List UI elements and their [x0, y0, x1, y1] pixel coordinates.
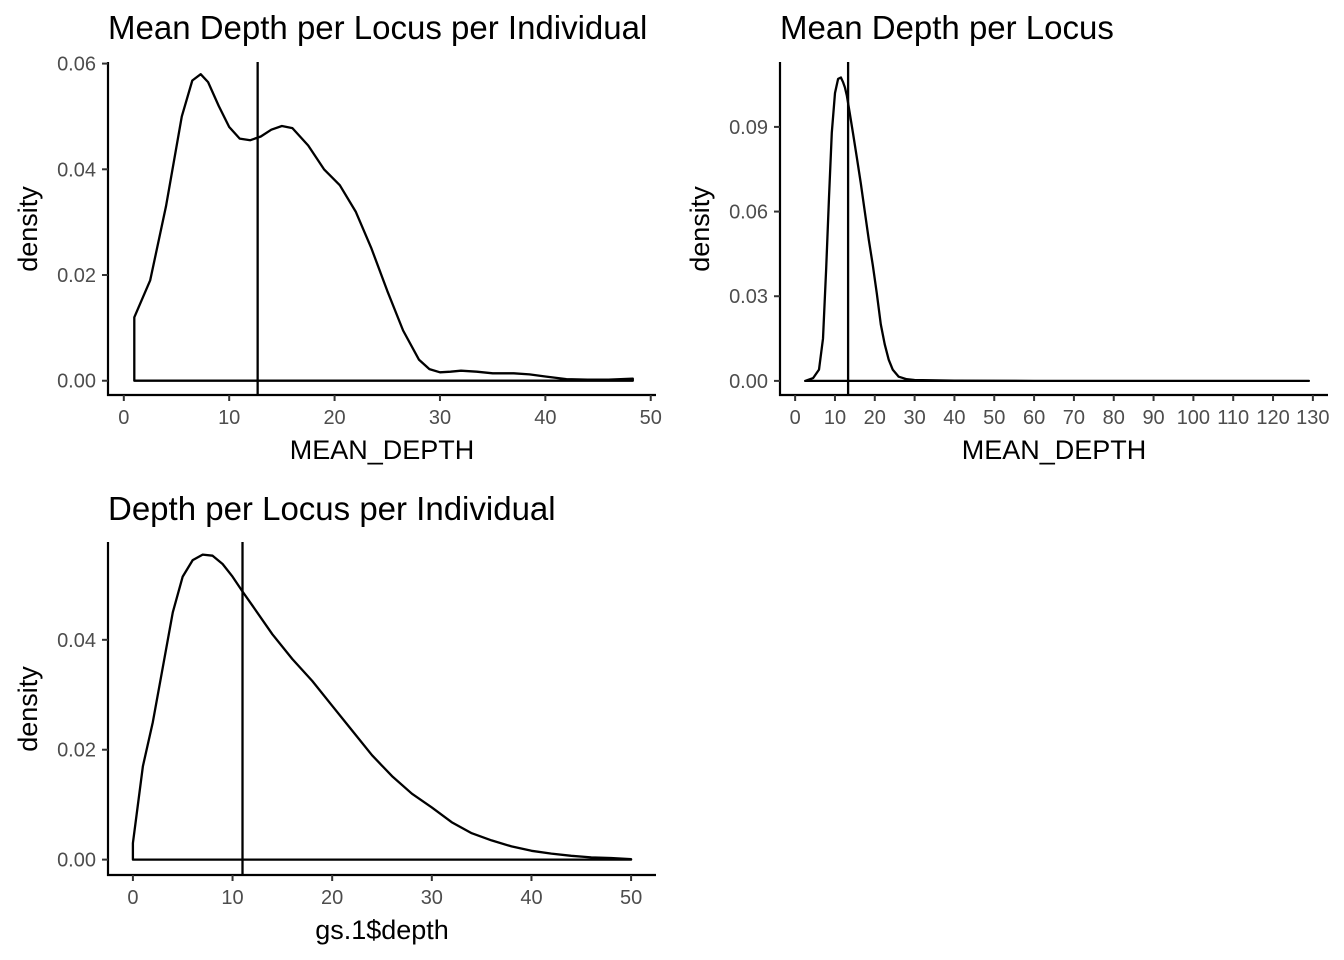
panel3-density-curve [131, 553, 633, 861]
panel1-y-tick-label: 0.06 [57, 54, 96, 76]
panel2-x-tick-label: 60 [1023, 407, 1045, 429]
panel3-y-tick-label: 0.02 [57, 740, 96, 762]
panel-depth-per-locus-per-individual: Depth per Locus per Individual gs.1$dept… [13, 490, 656, 945]
panel1-y-axis-label: density [13, 186, 43, 272]
panel1-y-tick-label: 0.04 [57, 159, 96, 181]
panel-mean-depth-per-locus: Mean Depth per Locus MEAN_DEPTH density … [685, 9, 1330, 465]
panel2-title: Mean Depth per Locus [780, 9, 1114, 46]
panel1-plot-area: 0 10 20 30 40 50 0.00 0.02 0.04 0.06 [57, 54, 662, 429]
panel2-x-tick-label: 20 [864, 407, 886, 429]
panel2-x-tick-label: 40 [943, 407, 965, 429]
panel3-x-tick-label: 20 [321, 887, 343, 909]
panel2-x-tick-label: 30 [903, 407, 925, 429]
panel2-density-curve [803, 76, 1311, 383]
panel2-y-tick-label: 0.03 [729, 286, 768, 308]
panel2-x-tick-label: 50 [983, 407, 1005, 429]
panel1-x-tick-label: 20 [323, 407, 345, 429]
panel2-y-tick-label: 0.06 [729, 202, 768, 224]
panel1-x-tick-label: 0 [118, 407, 129, 429]
panel3-plot-area: 0 10 20 30 40 50 0.00 0.02 0.04 [57, 542, 656, 909]
panel1-x-tick-label: 10 [218, 407, 240, 429]
panel2-x-tick-label: 70 [1063, 407, 1085, 429]
panel2-x-tick-label: 100 [1177, 407, 1210, 429]
panel3-x-tick-label: 40 [520, 887, 542, 909]
panel-mean-depth-per-locus-per-individual: Mean Depth per Locus per Individual MEAN… [13, 9, 662, 465]
panel1-density-curve [133, 73, 634, 382]
panel1-x-tick-label: 40 [534, 407, 556, 429]
panel2-x-tick-label: 120 [1256, 407, 1289, 429]
panel3-y-tick-label: 0.04 [57, 630, 96, 652]
panel3-x-tick-label: 0 [127, 887, 138, 909]
panel3-title: Depth per Locus per Individual [108, 490, 556, 527]
panel2-y-axis-label: density [685, 186, 715, 272]
panel3-y-axis-label: density [13, 666, 43, 752]
panel2-x-tick-label: 110 [1217, 407, 1249, 429]
panel3-x-axis-label: gs.1$depth [315, 915, 449, 945]
panel3-x-tick-label: 50 [620, 887, 642, 909]
panel2-plot-area: 0 10 20 30 40 50 60 70 80 90 100 110 120 130 0.00 0.03 0… [729, 62, 1330, 429]
panel1-y-tick-label: 0.02 [57, 265, 96, 287]
panel1-title: Mean Depth per Locus per Individual [108, 9, 647, 46]
panel2-y-tick-label: 0.09 [729, 117, 768, 139]
panel2-x-tick-label: 80 [1103, 407, 1125, 429]
panel3-x-tick-label: 10 [221, 887, 243, 909]
panel2-x-tick-label: 0 [790, 407, 801, 429]
panel3-y-tick-label: 0.00 [57, 850, 96, 872]
panel1-x-tick-label: 30 [429, 407, 451, 429]
panel2-x-axis-label: MEAN_DEPTH [962, 435, 1147, 465]
panel2-x-tick-label: 90 [1142, 407, 1164, 429]
panel1-x-tick-label: 50 [640, 407, 662, 429]
panel3-x-tick-label: 30 [421, 887, 443, 909]
panel1-x-axis-label: MEAN_DEPTH [290, 435, 475, 465]
panel2-x-tick-label: 10 [824, 407, 846, 429]
panel2-x-tick-label: 130 [1296, 407, 1329, 429]
panel2-y-tick-label: 0.00 [729, 371, 768, 393]
panel1-y-tick-label: 0.00 [57, 371, 96, 393]
